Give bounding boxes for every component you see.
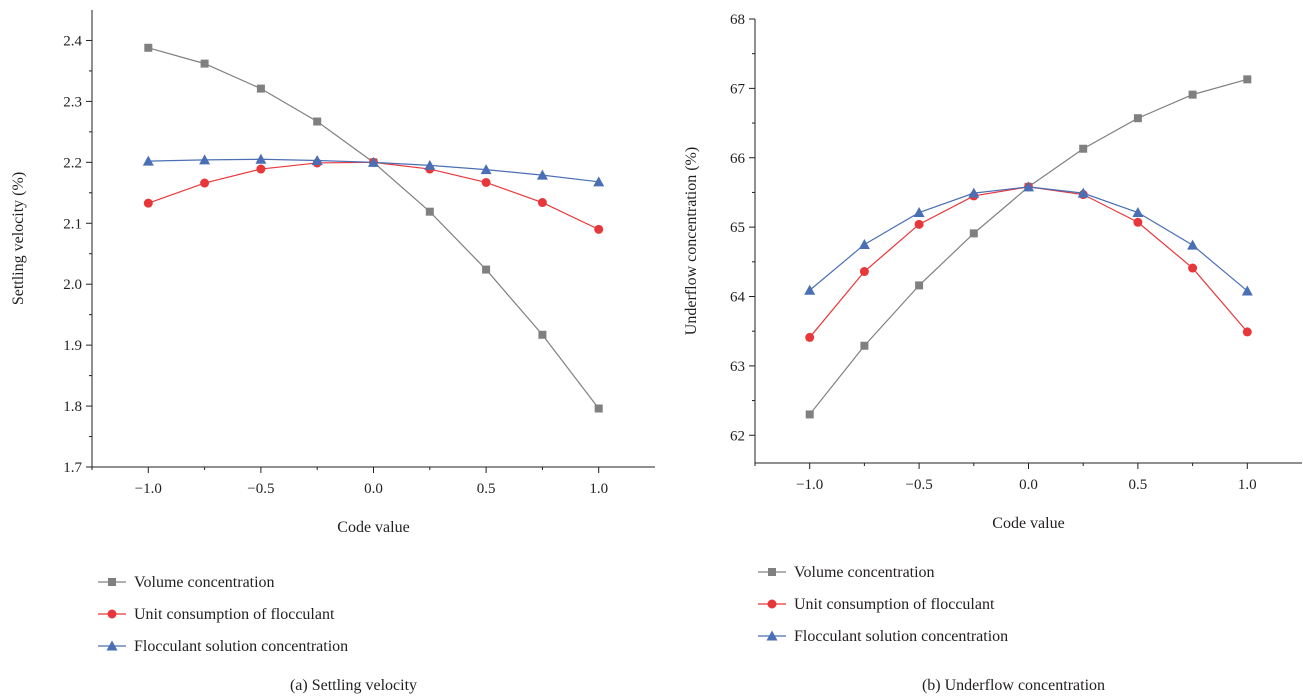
y-tick-label: 1.7 <box>63 460 82 476</box>
y-tick-label: 64 <box>730 290 746 306</box>
data-point <box>142 155 154 166</box>
legend-marker <box>108 578 116 586</box>
legend-label: Volume concentration <box>794 564 935 581</box>
x-tick-label: 0.5 <box>1129 477 1148 493</box>
data-point <box>859 267 869 277</box>
x-axis-title: Code value <box>992 515 1064 532</box>
y-tick-label: 2.1 <box>63 216 82 232</box>
data-point <box>593 176 605 187</box>
data-point <box>537 198 547 208</box>
panel-caption: (b) Underflow concentration <box>922 677 1105 694</box>
data-point <box>1188 90 1197 99</box>
data-point <box>1077 187 1089 198</box>
legend-marker <box>767 599 777 609</box>
series-line-1 <box>148 47 600 409</box>
y-axis-title: Underflow concentration (%) <box>683 147 700 335</box>
y-tick-label: 66 <box>730 151 746 167</box>
data-point <box>1243 75 1252 84</box>
legend-label: Unit consumption of flocculant <box>134 606 335 623</box>
y-tick-label: 63 <box>730 359 745 375</box>
data-point <box>311 155 323 166</box>
data-point <box>143 198 153 208</box>
data-point <box>425 207 434 216</box>
panel-settling-velocity: 1.7 1.8 1.9 2.0 2.1 2.2 2.3 2.4 −1.0 −0.5 0.0 0.5 1.… <box>10 10 655 694</box>
x-tick-label: 0.0 <box>364 481 383 497</box>
data-point <box>256 164 266 174</box>
data-point <box>805 332 815 342</box>
series-line-2 <box>809 186 1248 338</box>
y-axis-title: Settling velocity (%) <box>10 172 27 305</box>
y-tick-label: 1.8 <box>63 399 82 415</box>
x-tick-label: 0.0 <box>1019 477 1038 493</box>
data-point <box>1132 207 1144 218</box>
data-point <box>538 330 547 339</box>
data-point <box>255 153 267 164</box>
data-point <box>594 404 603 413</box>
data-point <box>200 178 210 188</box>
data-point <box>144 43 153 52</box>
data-point <box>481 177 491 187</box>
data-point <box>858 238 870 249</box>
data-point <box>1023 181 1034 192</box>
data-point <box>256 84 265 93</box>
data-point <box>969 229 978 238</box>
legend-marker <box>107 609 117 619</box>
panel-caption: (a) Settling velocity <box>290 677 417 694</box>
data-point <box>913 207 925 218</box>
data-point <box>1242 327 1252 337</box>
data-point <box>860 341 869 350</box>
y-tick-label: 2.2 <box>63 155 82 171</box>
data-point <box>482 265 491 274</box>
y-tick-label: 65 <box>730 220 745 236</box>
y-tick-label: 2.0 <box>63 277 82 293</box>
data-point <box>915 281 924 290</box>
data-point <box>1133 217 1143 227</box>
y-tick-label: 67 <box>730 81 746 97</box>
x-axis-title: Code value <box>337 519 409 536</box>
data-point <box>1133 114 1142 123</box>
data-point <box>594 224 604 234</box>
x-tick-label: 1.0 <box>1238 477 1257 493</box>
x-tick-label: −1.0 <box>796 477 823 493</box>
data-point <box>368 156 379 167</box>
x-tick-label: −0.5 <box>247 481 274 497</box>
legend-label: Unit consumption of flocculant <box>794 596 995 613</box>
data-point <box>200 59 209 68</box>
series-line-3 <box>809 186 1248 292</box>
x-tick-label: −0.5 <box>905 477 932 493</box>
panel-underflow-concentration: 62 63 64 65 66 67 68 −1.0 −0.5 0.0 0.5 1.0 Code valu… <box>683 12 1302 694</box>
data-point <box>480 164 492 175</box>
data-point <box>1187 239 1199 250</box>
data-point <box>199 154 211 165</box>
x-tick-label: 1.0 <box>589 481 608 497</box>
y-tick-label: 2.4 <box>63 33 82 49</box>
data-point <box>968 187 980 198</box>
data-point <box>805 410 814 419</box>
data-point <box>424 159 436 170</box>
legend-label: Volume concentration <box>134 574 275 591</box>
legend-marker <box>766 630 778 641</box>
y-tick-label: 62 <box>730 428 745 444</box>
data-point <box>313 117 322 126</box>
data-point <box>804 284 816 295</box>
legend-marker <box>106 640 118 651</box>
legend-label: Flocculant solution concentration <box>134 638 348 655</box>
y-tick-label: 2.3 <box>63 94 82 110</box>
y-tick-label: 68 <box>730 12 745 28</box>
legend-label: Flocculant solution concentration <box>794 628 1008 645</box>
series-line-1 <box>809 78 1248 415</box>
legend-marker <box>768 568 776 576</box>
x-tick-label: 0.5 <box>477 481 496 497</box>
data-point <box>1188 263 1198 273</box>
y-tick-label: 1.9 <box>63 338 82 354</box>
data-point <box>914 219 924 229</box>
data-point <box>536 169 548 180</box>
data-point <box>1241 285 1253 296</box>
series-line-2 <box>148 161 599 230</box>
data-point <box>1079 144 1088 153</box>
x-tick-label: −1.0 <box>135 481 162 497</box>
